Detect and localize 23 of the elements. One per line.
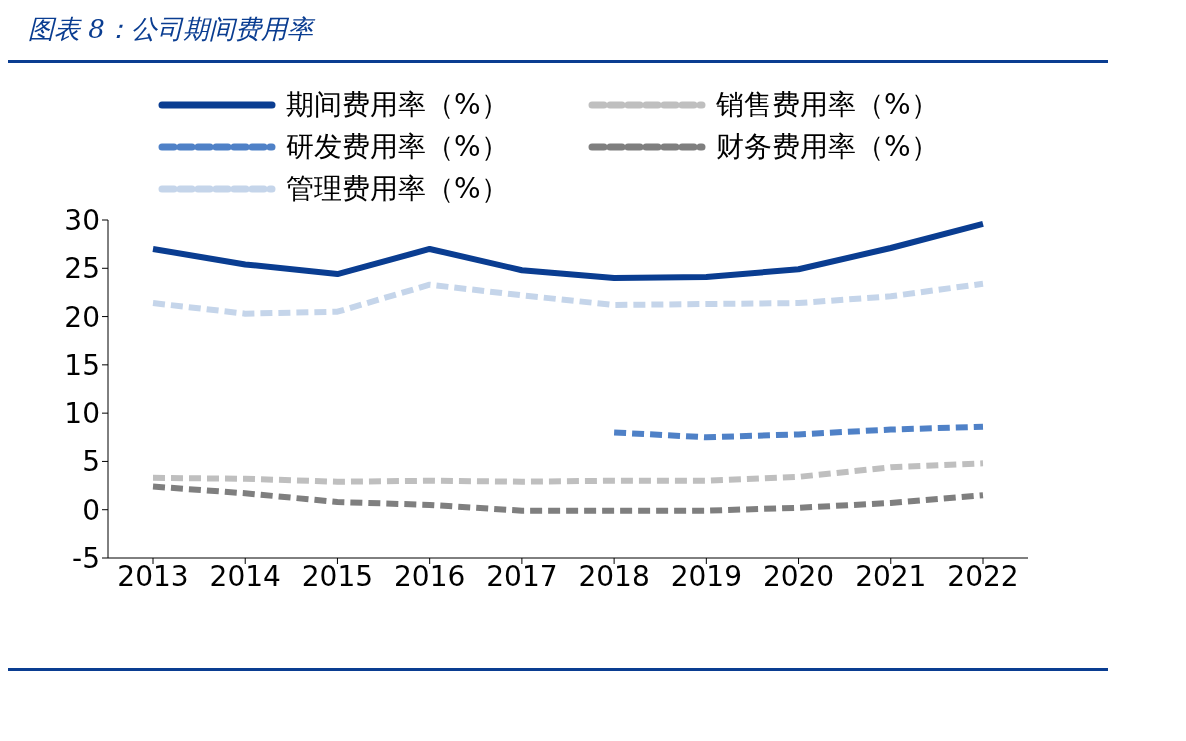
x-tick-label: 2018 bbox=[578, 559, 650, 593]
legend-label: 财务费用率（%） bbox=[716, 129, 939, 165]
y-tick-label: 15 bbox=[64, 348, 100, 382]
x-tick-label: 2013 bbox=[117, 559, 189, 593]
legend-label: 期间费用率（%） bbox=[286, 87, 509, 123]
legend-label: 研发费用率（%） bbox=[286, 129, 509, 165]
x-tick-label: 2017 bbox=[486, 559, 558, 593]
x-tick-label: 2015 bbox=[301, 559, 374, 593]
y-tick-label: 0 bbox=[82, 493, 100, 527]
legend-label: 销售费用率（%） bbox=[716, 87, 939, 123]
x-tick-label: 2021 bbox=[855, 559, 927, 593]
x-tick-label: 2022 bbox=[947, 559, 1019, 593]
y-tick-label: -5 bbox=[72, 541, 100, 575]
x-tick-label: 2014 bbox=[209, 559, 281, 593]
x-tick-label: 2020 bbox=[762, 559, 835, 593]
y-tick-label: 25 bbox=[64, 252, 100, 286]
y-tick-label: 10 bbox=[64, 397, 100, 431]
y-tick-label: 5 bbox=[82, 445, 100, 479]
legend-label: 管理费用率（%） bbox=[286, 171, 509, 207]
x-tick-label: 2016 bbox=[394, 559, 466, 593]
y-tick-label: 30 bbox=[64, 203, 100, 237]
y-tick-label: 20 bbox=[64, 300, 100, 334]
x-tick-label: 2019 bbox=[670, 559, 742, 593]
